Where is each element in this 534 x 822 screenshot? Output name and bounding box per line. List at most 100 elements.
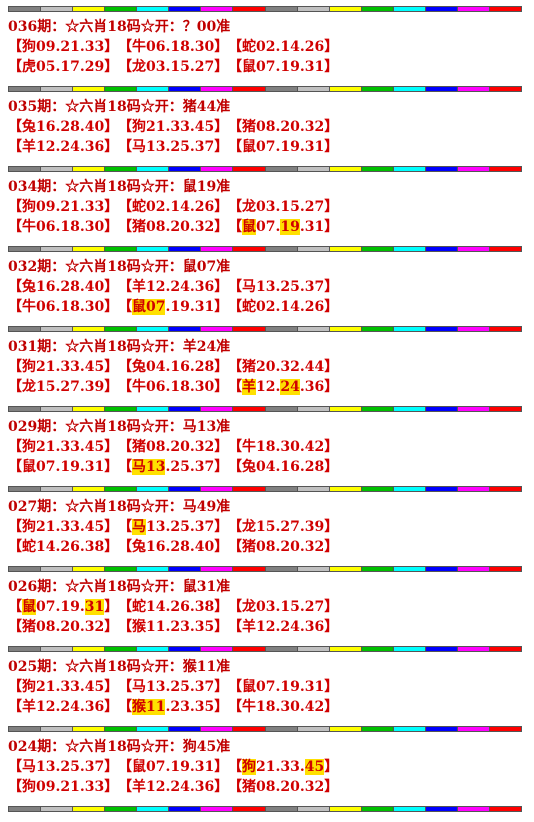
separator-segment — [489, 247, 521, 251]
separator-segment — [233, 807, 266, 811]
separator-segment — [169, 327, 202, 331]
item-text: 【猪08.20.32】 — [8, 619, 119, 635]
separator-segment — [361, 807, 394, 811]
rainbow-separator — [8, 806, 522, 812]
prediction-item: 【狗09.21.33】 — [8, 778, 118, 796]
prediction-item: 【蛇02.14.26】 — [228, 298, 338, 316]
item-text: 【鼠07.19.31】 — [228, 139, 339, 155]
item-text: 【羊12.24.36】 — [8, 139, 119, 155]
separator-segment — [361, 327, 394, 331]
separator-segment — [169, 487, 202, 491]
item-text: 【猪08.20.32】 — [228, 539, 339, 555]
separator-segment — [361, 7, 394, 11]
separator-segment — [425, 167, 458, 171]
separator-segment — [233, 247, 266, 251]
separator-segment — [361, 567, 394, 571]
separator-segment — [457, 87, 490, 91]
separator-segment — [393, 7, 426, 11]
separator-segment — [489, 727, 521, 731]
prediction-item: 【羊12.24.36】 — [228, 378, 338, 396]
item-text: 【蛇02.14.26】 — [118, 199, 229, 215]
prediction-item: 【猪08.20.32】 — [8, 618, 118, 636]
separator-segment — [265, 407, 298, 411]
separator-segment — [233, 327, 266, 331]
prediction-item: 【鼠07.19.31】 — [228, 58, 338, 76]
separator-segment — [137, 247, 170, 251]
prediction-item: 【龙15.27.39】 — [228, 518, 338, 536]
item-text: .31】 — [299, 219, 339, 235]
separator-segment — [73, 727, 106, 731]
prediction-item: 【狗09.21.33】 — [8, 198, 118, 216]
separator-segment — [329, 87, 362, 91]
item-text: 【狗21.33.45】 — [8, 359, 119, 375]
separator-segment — [201, 167, 234, 171]
separator-segment — [489, 647, 521, 651]
separator-segment — [425, 247, 458, 251]
item-text: 【鼠07.19.31】 — [118, 759, 229, 775]
prediction-item: 【猪20.32.44】 — [228, 358, 338, 376]
prediction-item: 【牛06.18.30】 — [8, 298, 118, 316]
separator-segment — [169, 167, 202, 171]
prediction-item: 【兔04.16.28】 — [118, 358, 228, 376]
prediction-item: 【牛06.18.30】 — [118, 38, 228, 56]
separator-segment — [265, 247, 298, 251]
separator-segment — [393, 727, 426, 731]
separator-segment — [73, 407, 106, 411]
prediction-item: 【马13.25.37】 — [118, 678, 228, 696]
separator-segment — [425, 807, 458, 811]
separator-segment — [457, 167, 490, 171]
highlighted-text: 19 — [280, 219, 300, 235]
separator-segment — [457, 647, 490, 651]
separator-segment — [329, 807, 362, 811]
separator-segment — [201, 487, 234, 491]
item-text: 【虎05.17.29】 — [8, 59, 119, 75]
separator-segment — [297, 407, 330, 411]
separator-segment — [329, 407, 362, 411]
item-text: 07. — [256, 219, 281, 235]
prediction-item: 【马13.25.37】 — [118, 458, 228, 476]
item-text: 【狗09.21.33】 — [8, 779, 119, 795]
item-text: 【羊12.24.36】 — [118, 279, 229, 295]
separator-segment — [105, 87, 138, 91]
separator-segment — [201, 247, 234, 251]
highlighted-text: 24 — [280, 379, 300, 395]
separator-segment — [233, 87, 266, 91]
item-text: 【兔04.16.28】 — [118, 359, 229, 375]
separator-segment — [105, 327, 138, 331]
prediction-item: 【蛇02.14.26】 — [228, 38, 338, 56]
separator-segment — [137, 87, 170, 91]
separator-segment — [73, 647, 106, 651]
item-text: 【龙03.15.27】 — [228, 599, 339, 615]
prediction-item: 【狗21.33.45】 — [8, 438, 118, 456]
item-text: 【 — [228, 379, 242, 395]
separator-segment — [457, 487, 490, 491]
issue-header: 029期：☆六肖18码☆开：马13准 — [8, 419, 231, 435]
separator-segment — [233, 407, 266, 411]
prediction-item: 【鼠07.19.31】 — [228, 218, 338, 236]
prediction-item: 【羊12.24.36】 — [118, 778, 228, 796]
item-text: 【猴11.23.35】 — [118, 619, 229, 635]
item-text: 【 — [8, 599, 22, 615]
separator-segment — [393, 807, 426, 811]
separator-segment — [297, 567, 330, 571]
highlighted-text: 45 — [304, 759, 325, 775]
item-text: 【狗09.21.33】 — [8, 39, 119, 55]
prediction-item: 【狗09.21.33】 — [8, 38, 118, 56]
separator-segment — [265, 87, 298, 91]
issue-header: 027期：☆六肖18码☆开：马49准 — [8, 499, 231, 515]
separator-segment — [137, 727, 170, 731]
separator-segment — [169, 247, 202, 251]
separator-segment — [201, 807, 234, 811]
item-text: 【牛06.18.30】 — [118, 379, 229, 395]
prediction-item: 【龙15.27.39】 — [8, 378, 118, 396]
separator-segment — [393, 487, 426, 491]
item-text: 【狗09.21.33】 — [8, 199, 119, 215]
separator-segment — [329, 7, 362, 11]
separator-segment — [329, 567, 362, 571]
separator-segment — [489, 87, 521, 91]
prediction-item: 【羊12.24.36】 — [118, 278, 228, 296]
item-text: 【兔04.16.28】 — [228, 459, 339, 475]
item-text: 【牛06.18.30】 — [118, 39, 229, 55]
prediction-item: 【兔16.28.40】 — [118, 538, 228, 556]
separator-segment — [201, 327, 234, 331]
